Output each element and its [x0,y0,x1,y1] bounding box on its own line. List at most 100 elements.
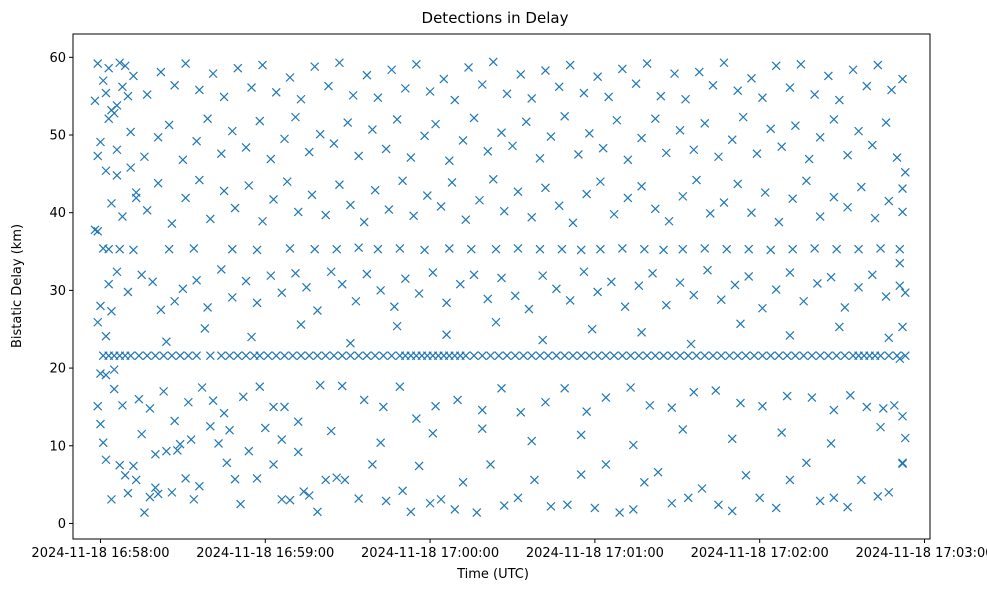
data-point [840,351,850,361]
data-point-stroke [889,400,899,410]
data-point-stroke [392,115,402,124]
data-point [711,386,721,396]
data-point-stroke [771,503,781,513]
data-point-stroke [856,182,866,192]
data-point [516,407,526,417]
data-point-stroke [867,270,877,280]
data-point-stroke [543,351,553,361]
data-point [579,267,589,277]
data-point [203,114,213,124]
data-point-stroke [573,149,583,159]
data-point [527,212,537,222]
data-point-stroke [843,150,853,160]
data-point-stroke [692,351,701,361]
data-point-stroke [326,267,336,277]
data-point [870,213,880,223]
data-point-stroke [247,332,256,342]
data-point [98,438,108,448]
data-point-stroke [477,80,487,89]
data-point-stroke [565,60,575,70]
data-point [172,446,182,455]
data-point [362,70,372,80]
data-point-stroke [96,301,105,311]
data-point-stroke [101,88,111,98]
data-point [823,351,833,361]
data-point-stroke [428,268,438,277]
data-point-stroke [175,351,185,361]
data-point-stroke [898,411,907,421]
data-point-stroke [269,195,278,204]
data-point [513,187,523,197]
data-point-stroke [741,351,751,361]
data-point [881,118,891,127]
data-point [692,175,701,185]
data-point-stroke [101,455,111,465]
data-point-stroke [675,351,685,361]
data-point [867,270,877,280]
data-point [854,282,864,292]
data-point-stroke [593,287,603,297]
data-point-stroke [194,481,204,491]
data-point [576,245,586,255]
data-point-stroke [486,459,495,469]
data-point-stroke [755,493,765,503]
data-point [362,269,372,279]
data-point [884,351,894,361]
data-point [703,265,712,275]
data-point [612,115,622,125]
data-point [664,216,674,226]
data-point-stroke [584,129,594,138]
data-point-stroke [516,407,526,417]
data-point [796,59,806,69]
data-point [455,279,465,289]
data-point [617,244,627,253]
data-point [832,351,842,361]
data-point-stroke [527,94,537,103]
data-point [826,272,836,282]
data-point [637,133,647,143]
data-point [354,151,364,161]
data-point-stroke [826,272,836,282]
data-point [293,447,303,457]
data-point [406,153,416,162]
data-point [727,135,737,145]
data-point-stroke [118,212,127,222]
data-point [126,163,136,173]
data-point-stroke [650,204,660,214]
data-point [428,428,438,438]
data-point-stroke [258,216,267,226]
data-point-stroke [170,80,180,90]
data-point-stroke [161,446,171,456]
data-point [219,92,229,102]
data-point [815,496,825,506]
data-point-stroke [230,203,240,213]
data-point [705,209,715,218]
data-point-stroke [873,491,883,501]
data-point [129,461,138,471]
data-point [398,486,408,496]
data-point-stroke [705,209,715,218]
data-point [714,500,723,510]
data-point-stroke [134,394,144,404]
data-point-stroke [634,281,644,291]
data-point-stroke [815,496,825,506]
data-point [367,125,377,134]
data-point [93,151,103,161]
data-point-stroke [606,277,616,287]
data-point [598,143,608,153]
data-point [659,245,668,255]
data-point-stroke [486,351,495,361]
data-point [535,351,545,361]
data-point-stroke [527,212,537,222]
data-point-stroke [834,95,844,105]
data-point [277,435,287,444]
data-point [573,149,583,159]
data-point [595,244,605,254]
data-point-stroke [862,402,872,412]
data-point [134,351,144,361]
data-point-stroke [156,67,166,77]
data-point-stroke [832,244,842,254]
data-point-stroke [145,492,155,502]
data-point [118,212,127,222]
data-point-stroke [101,166,111,176]
